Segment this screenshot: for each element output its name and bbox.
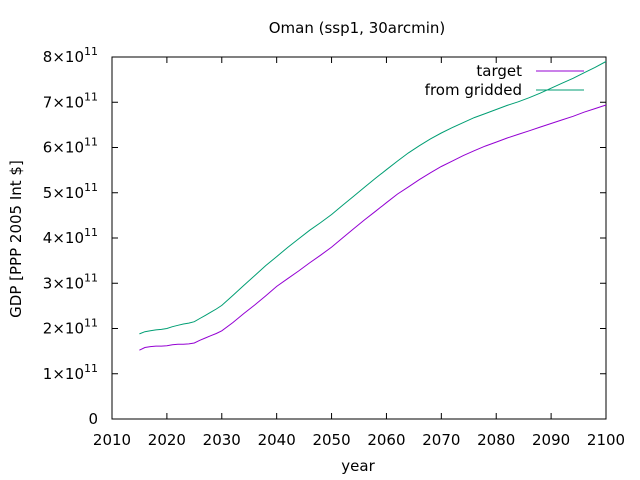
chart-title: Oman (ssp1, 30arcmin) bbox=[269, 19, 445, 37]
legend-label-target: target bbox=[476, 62, 522, 80]
x-tick-label: 2010 bbox=[93, 431, 131, 449]
x-tick-label: 2100 bbox=[587, 431, 625, 449]
series-line-0 bbox=[139, 104, 607, 351]
x-tick-label: 2030 bbox=[203, 431, 241, 449]
plot-area: 2010 2020 2030 2040 2050 2060 2070 2080 2090 2100… bbox=[43, 45, 625, 449]
x-tick-label: 2080 bbox=[477, 431, 515, 449]
x-axis-label: year bbox=[341, 457, 375, 475]
y-tick-label: 7×1011 bbox=[43, 90, 98, 111]
y-tick-label: 4×1011 bbox=[43, 226, 98, 247]
y-tick-label: 3×1011 bbox=[43, 271, 98, 292]
series-line-1 bbox=[139, 61, 607, 335]
y-tick-label: 0 bbox=[88, 410, 98, 428]
y-tick-label: 5×1011 bbox=[43, 181, 98, 202]
x-tick-label: 2020 bbox=[148, 431, 186, 449]
legend-label-from-gridded: from gridded bbox=[425, 81, 522, 99]
x-tick-label: 2060 bbox=[367, 431, 405, 449]
series-lines bbox=[139, 61, 607, 351]
x-tick-label: 2070 bbox=[422, 431, 460, 449]
y-axis-label: GDP [PPP 2005 Int $] bbox=[7, 160, 25, 318]
y-tick-label: 1×1011 bbox=[43, 362, 98, 383]
y-tick-label: 8×1011 bbox=[43, 45, 98, 66]
x-tick-label: 2050 bbox=[312, 431, 350, 449]
legend: target from gridded bbox=[425, 62, 584, 99]
x-tick-label: 2090 bbox=[532, 431, 570, 449]
x-tick-label: 2040 bbox=[258, 431, 296, 449]
plot-frame bbox=[111, 56, 607, 420]
y-tick-label: 2×1011 bbox=[43, 317, 98, 338]
y-tick-label: 6×1011 bbox=[43, 136, 98, 157]
axis-ticks: 2010 2020 2030 2040 2050 2060 2070 2080 2090 2100… bbox=[43, 45, 625, 449]
